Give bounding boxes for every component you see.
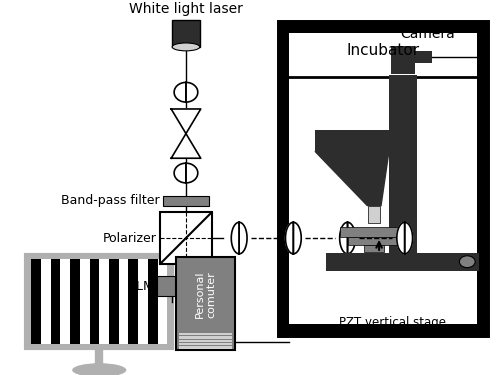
Bar — [364, 245, 384, 252]
Bar — [179, 339, 233, 342]
Polygon shape — [315, 152, 389, 206]
Polygon shape — [174, 82, 198, 102]
Bar — [138, 259, 148, 345]
Bar — [118, 259, 128, 345]
Bar — [176, 257, 235, 350]
Bar — [32, 259, 41, 345]
Bar — [90, 259, 100, 345]
Bar — [414, 51, 432, 63]
Bar — [340, 227, 408, 237]
Bar — [348, 237, 401, 245]
Ellipse shape — [460, 256, 475, 268]
Polygon shape — [171, 109, 200, 134]
Ellipse shape — [72, 363, 126, 375]
Text: Camera: Camera — [400, 27, 454, 41]
Bar — [50, 259, 60, 345]
Bar — [280, 23, 486, 334]
Bar — [160, 212, 212, 264]
Polygon shape — [286, 222, 301, 254]
Bar — [179, 343, 233, 345]
Text: SLM: SLM — [128, 280, 154, 293]
Bar — [148, 259, 158, 345]
Bar — [389, 75, 416, 271]
Polygon shape — [340, 222, 355, 254]
Text: Personal
comuter: Personal comuter — [195, 271, 216, 318]
Bar — [179, 336, 233, 339]
Bar — [128, 259, 138, 345]
Ellipse shape — [172, 43, 200, 51]
Bar — [368, 206, 380, 223]
Text: Band-pass filter: Band-pass filter — [60, 194, 160, 207]
Bar — [315, 130, 389, 152]
Bar — [164, 196, 208, 206]
Polygon shape — [174, 163, 198, 183]
Bar — [70, 259, 80, 345]
Bar — [158, 276, 214, 296]
Text: Polarizer: Polarizer — [102, 231, 156, 244]
Bar — [391, 46, 414, 74]
Bar — [179, 346, 233, 349]
Bar — [80, 259, 90, 345]
Bar — [60, 259, 70, 345]
Polygon shape — [397, 222, 412, 254]
Bar — [290, 33, 476, 324]
Bar — [158, 259, 167, 345]
Bar — [172, 20, 200, 47]
Polygon shape — [171, 134, 200, 158]
Text: White light laser: White light laser — [129, 2, 243, 16]
Bar — [179, 333, 233, 335]
Bar — [109, 259, 118, 345]
Text: Incubator: Incubator — [346, 44, 420, 58]
Bar — [326, 253, 479, 271]
Bar — [41, 259, 50, 345]
Polygon shape — [232, 222, 247, 254]
Text: PZT vertical stage: PZT vertical stage — [340, 316, 446, 329]
Bar — [100, 259, 109, 345]
Bar — [26, 255, 172, 348]
